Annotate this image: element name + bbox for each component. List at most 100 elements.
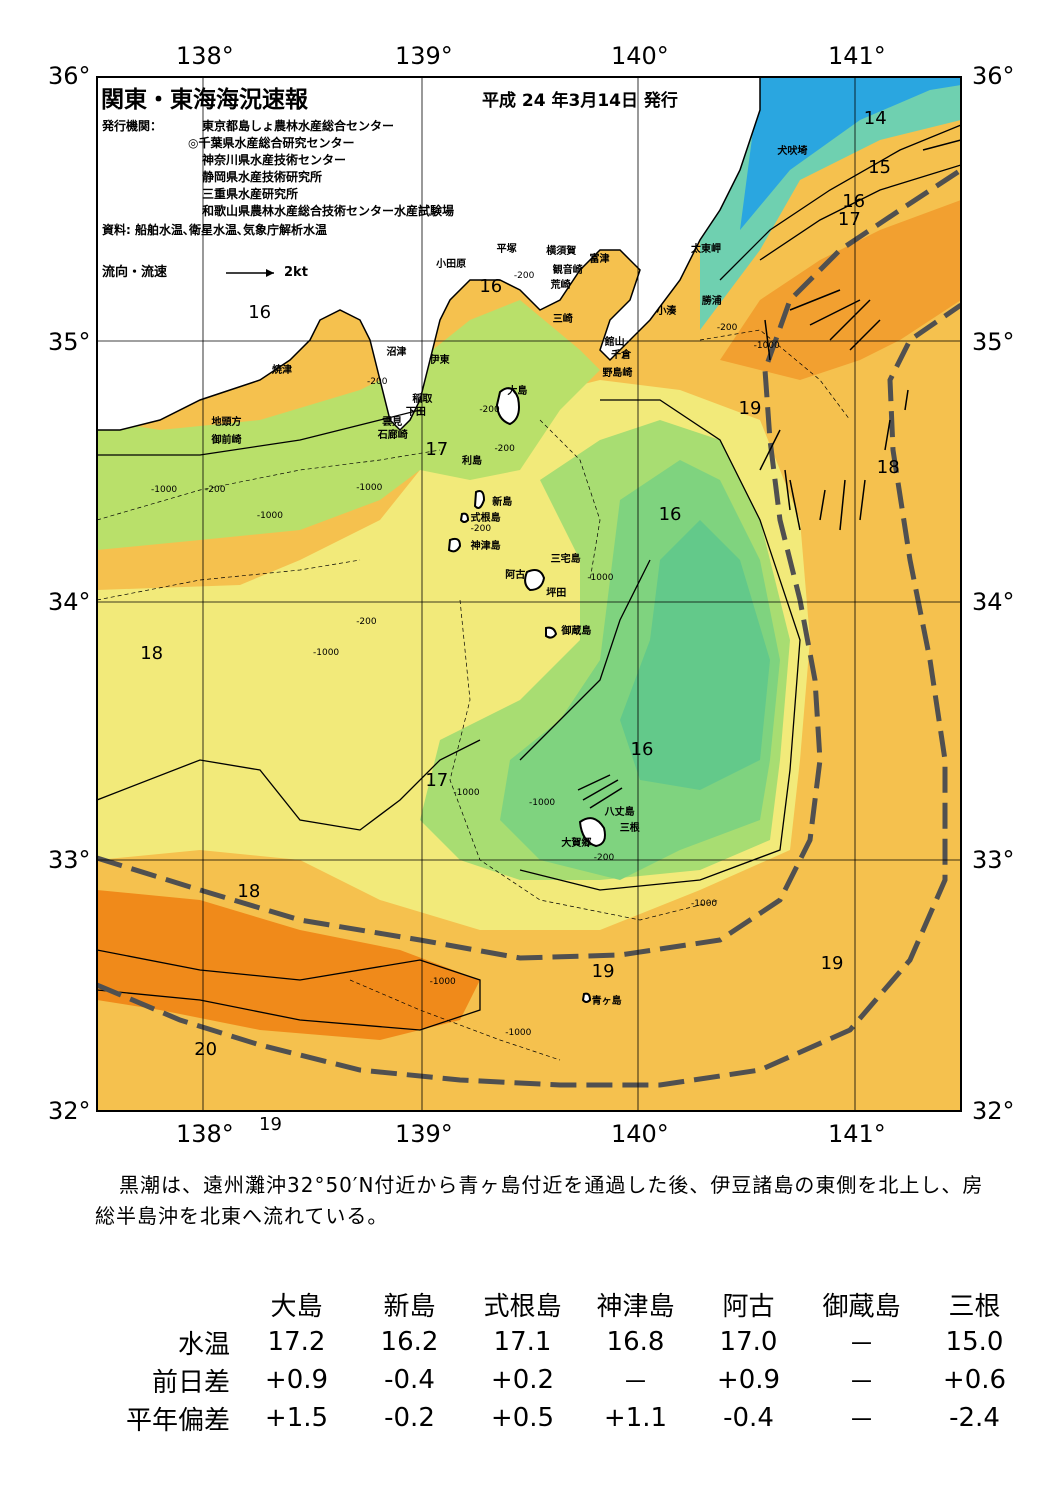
isotherm-label: 18 <box>876 456 900 478</box>
isotherm-label: 17 <box>425 769 449 791</box>
table-row: 水温 17.2 16.2 17.1 16.8 17.0 － 15.0 <box>100 1323 1031 1361</box>
issue-date: 平成 24 年3月14日 発行 <box>482 91 678 111</box>
place-name: 坪田 <box>546 587 567 599</box>
place-name: 横須賀 <box>546 246 577 258</box>
depth-label: -200 <box>513 270 535 281</box>
place-name: 新島 <box>492 497 513 509</box>
station-header: 新島 <box>383 1291 436 1322</box>
map-frame <box>96 76 962 1112</box>
depth-label: -1000 <box>691 899 718 910</box>
legend-scale: 2kt <box>284 265 308 280</box>
place-name: 千倉 <box>611 349 632 361</box>
lat-tick-32-left: 32° <box>48 1097 91 1125</box>
place-name: 館山 <box>604 336 625 348</box>
isotherm-label: 20 <box>194 1038 218 1060</box>
graticule <box>97 77 961 1111</box>
lon-tick-139-top: 139° <box>395 42 453 70</box>
depth-label: -1000 <box>429 976 456 987</box>
island-mikurajima <box>545 626 558 639</box>
table-cell: +0.2 <box>490 1365 555 1395</box>
isotherm-label: 19 <box>591 961 615 983</box>
isotherm-label: 15 <box>868 157 892 179</box>
table-cell: -2.4 <box>949 1403 1000 1433</box>
place-name: 大島 <box>507 386 528 398</box>
place-name: 観音崎 <box>552 264 583 276</box>
row-label: 前日差 <box>151 1367 230 1398</box>
island-miyakejima <box>524 569 546 592</box>
table-cell: -0.2 <box>384 1403 435 1433</box>
station-header: 式根島 <box>483 1291 562 1322</box>
table-cell: 16.2 <box>380 1327 439 1357</box>
lon-tick-138-top: 138° <box>176 42 234 70</box>
isotherm-label: 14 <box>863 108 887 130</box>
lat-tick-35-left: 35° <box>48 328 91 356</box>
lon-tick-141-bottom: 141° <box>828 1120 886 1148</box>
place-name: 大賀郷 <box>561 838 592 850</box>
place-name: 犬吠埼 <box>777 145 808 157</box>
depth-label: -200 <box>479 405 500 416</box>
station-header: 大島 <box>270 1291 323 1322</box>
lon-tick-140-top: 140° <box>611 42 669 70</box>
place-name: 太東岬 <box>691 243 721 255</box>
depth-label: -1000 <box>587 573 614 584</box>
place-name: 御蔵島 <box>561 626 592 638</box>
table-cell: +1.1 <box>603 1403 668 1433</box>
lat-tick-32-right: 32° <box>972 1097 1015 1125</box>
isotherm-label: 17 <box>425 438 449 460</box>
isotherms <box>97 124 961 1031</box>
island-niijima <box>473 490 486 509</box>
place-name: 式根島 <box>470 512 501 524</box>
place-name: 富津 <box>589 254 610 266</box>
isotherm-label: 16 <box>248 301 272 323</box>
place-name: 阿古 <box>505 569 526 581</box>
depth-label: -1000 <box>505 1028 532 1039</box>
depth-label: -1000 <box>753 340 780 351</box>
place-name: 小田原 <box>436 259 467 271</box>
isotherm-label: 19 <box>738 397 762 419</box>
lon-tick-140-bottom: 140° <box>611 1120 669 1148</box>
lat-tick-36-left: 36° <box>48 62 91 90</box>
isotherm-label: 16 <box>658 503 682 525</box>
depth-label: -200 <box>494 444 515 455</box>
table-cell: -0.4 <box>723 1403 774 1433</box>
table-cell: － <box>848 1329 875 1360</box>
station-header: 神津島 <box>596 1291 675 1322</box>
table-cell: － <box>622 1367 649 1398</box>
table-header-row: 大島 新島 式根島 神津島 阿古 御蔵島 三根 <box>100 1285 1031 1323</box>
depth-label: -1000 <box>151 485 178 496</box>
depth-label: -1000 <box>313 648 340 659</box>
station-header: 阿古 <box>722 1291 775 1322</box>
place-name: 小湊 <box>656 305 677 317</box>
isotherm-label: 16 <box>842 190 866 212</box>
depth-label: -200 <box>470 524 492 535</box>
place-name: 青ヶ島 <box>591 996 622 1008</box>
table-cell: +0.6 <box>942 1365 1007 1395</box>
row-label: 平年偏差 <box>125 1405 230 1436</box>
isotherm-label: 19 <box>259 1113 282 1135</box>
place-name: 荒崎 <box>550 280 571 292</box>
lat-tick-36-right: 36° <box>972 62 1015 90</box>
lat-tick-35-right: 35° <box>972 328 1015 356</box>
current-arrows <box>577 139 961 809</box>
table-cell: +0.9 <box>716 1365 781 1395</box>
publisher-item: 三重県水産研究所 <box>202 187 299 201</box>
depth-label: -1000 <box>453 787 480 798</box>
place-name: 利島 <box>462 455 483 467</box>
depth-label: -200 <box>205 485 226 496</box>
place-name: 沼津 <box>386 347 407 359</box>
summary-text: 黒潮は、遠州灘沖32°50′N付近から青ヶ島付近を通過した後、伊豆諸島の東側を北… <box>95 1173 984 1228</box>
hot-southern-band <box>97 890 480 1040</box>
depth-label: -200 <box>716 322 738 333</box>
land-kanto <box>97 77 761 432</box>
isotherm-label: 18 <box>140 643 164 665</box>
depth-label: -1000 <box>256 511 283 522</box>
publisher-item: 和歌山県農林水産総合技術センター水産試験場 <box>202 204 455 218</box>
lon-tick-138-bottom: 138° <box>176 1120 234 1148</box>
lat-tick-33-right: 33° <box>972 846 1015 874</box>
place-name: 三崎 <box>552 313 573 325</box>
kuroshio-axis <box>97 167 961 1088</box>
isotherm-label: 18 <box>237 880 261 902</box>
table-cell: 17.0 <box>719 1327 778 1357</box>
publisher-item: 静岡県水産技術研究所 <box>202 170 323 184</box>
data-source: 資料: 船舶水温､衛星水温､気象庁解析水温 <box>102 223 327 237</box>
